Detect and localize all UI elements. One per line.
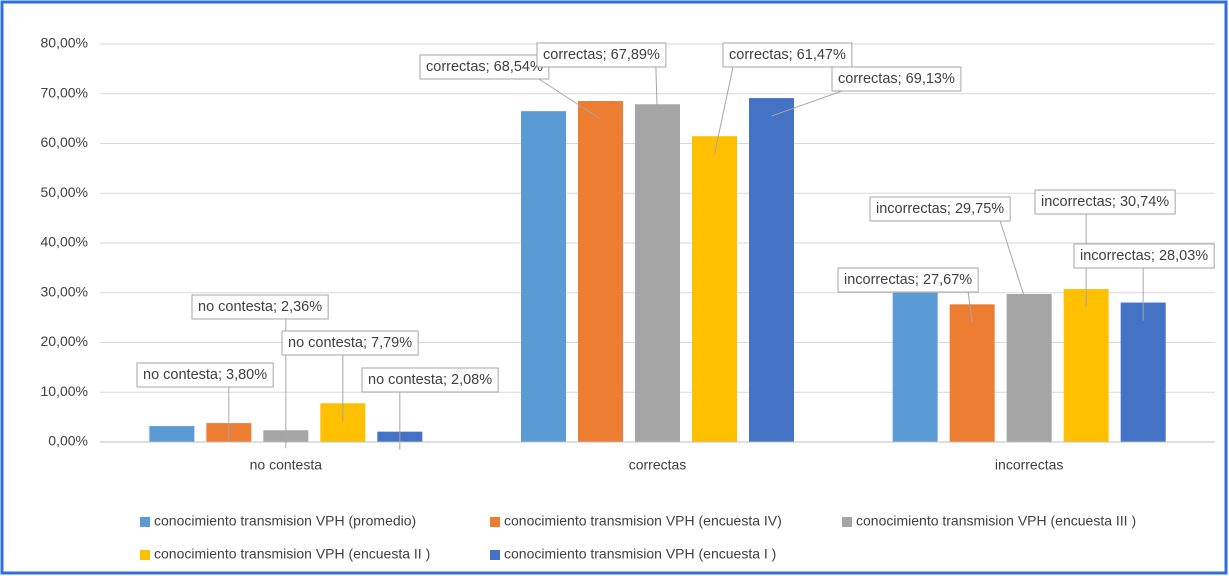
data-label: correctas; 69,13% <box>838 71 955 87</box>
y-tick-label: 10,00% <box>41 383 88 399</box>
data-label: correctas; 61,47% <box>729 47 846 63</box>
leader-line <box>655 66 658 123</box>
data-label: incorrectas; 30,74% <box>1041 194 1169 210</box>
legend-swatch <box>490 517 500 527</box>
y-tick-label: 70,00% <box>41 84 88 100</box>
leader-line <box>538 78 601 120</box>
y-tick-label: 50,00% <box>41 184 88 200</box>
bar <box>749 98 794 442</box>
bar <box>1063 289 1109 442</box>
legend-label: conocimiento transmision VPH (promedio) <box>154 513 416 529</box>
label-box <box>831 66 962 92</box>
legend-label: conocimiento transmision VPH (encuesta I… <box>856 513 1136 529</box>
label-box <box>1073 243 1215 269</box>
label-box <box>536 42 667 68</box>
bar <box>692 136 737 442</box>
y-tick-label: 40,00% <box>41 234 88 250</box>
legend-label: conocimiento transmision VPH (encuesta I… <box>504 513 782 529</box>
data-label: no contesta; 2,08% <box>368 372 492 388</box>
bar <box>578 101 623 443</box>
label-box <box>1034 189 1176 215</box>
bar <box>1006 293 1052 442</box>
bar <box>149 426 195 442</box>
bar <box>892 292 938 442</box>
x-tick-label: correctas <box>629 457 687 473</box>
label-box <box>136 362 274 388</box>
data-label: no contesta; 3,80% <box>143 367 267 383</box>
label-box <box>281 330 419 356</box>
data-label: no contesta; 7,79% <box>288 335 412 351</box>
y-tick-label: 60,00% <box>41 134 88 150</box>
leader-line <box>999 220 1030 313</box>
label-box <box>419 54 550 80</box>
legend-label: conocimiento transmision VPH (encuesta I… <box>504 546 776 562</box>
data-label: incorrectas; 27,67% <box>844 272 972 288</box>
legend-swatch <box>490 550 500 560</box>
data-label: correctas; 68,54% <box>426 59 543 75</box>
x-tick-label: incorrectas <box>995 457 1063 473</box>
bar <box>949 304 995 442</box>
label-box <box>869 196 1011 222</box>
y-tick-label: 20,00% <box>41 333 88 349</box>
data-label: incorrectas; 29,75% <box>876 201 1004 217</box>
legend-label: conocimiento transmision VPH (encuesta I… <box>154 546 430 562</box>
legend-swatch <box>140 550 150 560</box>
label-box <box>722 42 853 68</box>
leader-line <box>967 291 973 323</box>
data-label: correctas; 67,89% <box>543 47 660 63</box>
y-tick-label: 30,00% <box>41 283 88 299</box>
bar <box>521 111 566 442</box>
legend-swatch <box>140 517 150 527</box>
bar <box>635 104 680 442</box>
data-label: incorrectas; 28,03% <box>1080 248 1208 264</box>
y-tick-label: 80,00% <box>41 35 88 51</box>
leader-line <box>771 90 843 117</box>
label-box <box>191 294 329 320</box>
bar <box>1120 302 1166 442</box>
leader-line <box>714 66 734 155</box>
legend-swatch <box>842 517 852 527</box>
label-box <box>837 267 979 293</box>
y-tick-label: 0,00% <box>48 433 88 449</box>
x-tick-label: no contesta <box>250 457 323 473</box>
label-box <box>361 367 499 393</box>
data-label: no contesta; 2,36% <box>198 299 322 315</box>
